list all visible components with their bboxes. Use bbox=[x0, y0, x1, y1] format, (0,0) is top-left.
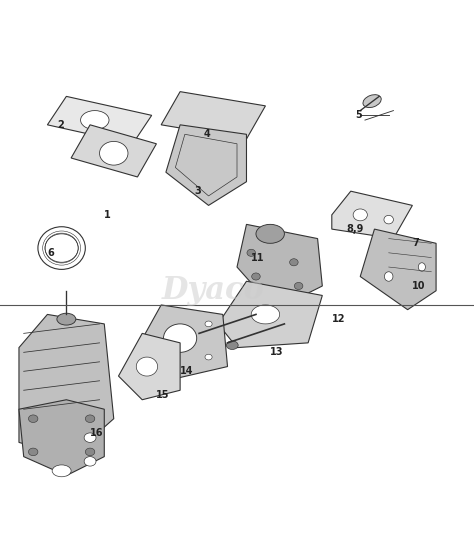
Ellipse shape bbox=[423, 243, 430, 253]
Ellipse shape bbox=[353, 209, 367, 221]
Ellipse shape bbox=[226, 341, 238, 349]
Text: 8,9: 8,9 bbox=[346, 224, 364, 234]
Ellipse shape bbox=[290, 259, 298, 266]
Ellipse shape bbox=[84, 433, 96, 442]
Text: 6: 6 bbox=[47, 248, 54, 258]
Polygon shape bbox=[71, 125, 156, 177]
Ellipse shape bbox=[137, 357, 157, 376]
Text: 4: 4 bbox=[204, 129, 210, 139]
Ellipse shape bbox=[418, 263, 426, 272]
Polygon shape bbox=[161, 92, 265, 139]
Polygon shape bbox=[237, 225, 322, 310]
Ellipse shape bbox=[52, 465, 71, 477]
Polygon shape bbox=[332, 191, 412, 238]
Polygon shape bbox=[360, 229, 436, 310]
Ellipse shape bbox=[28, 415, 38, 422]
Ellipse shape bbox=[384, 215, 393, 224]
Ellipse shape bbox=[384, 272, 393, 281]
Ellipse shape bbox=[57, 313, 76, 325]
Text: 5: 5 bbox=[356, 111, 362, 121]
Ellipse shape bbox=[45, 234, 78, 262]
Ellipse shape bbox=[252, 273, 260, 280]
Ellipse shape bbox=[164, 324, 197, 352]
Ellipse shape bbox=[85, 415, 95, 422]
Ellipse shape bbox=[363, 95, 381, 108]
Ellipse shape bbox=[205, 321, 212, 327]
Polygon shape bbox=[19, 315, 114, 457]
Polygon shape bbox=[118, 333, 180, 400]
Ellipse shape bbox=[251, 305, 280, 324]
Polygon shape bbox=[19, 400, 104, 476]
Ellipse shape bbox=[84, 457, 96, 466]
Text: 16: 16 bbox=[90, 428, 103, 438]
Ellipse shape bbox=[143, 340, 151, 346]
Text: 1: 1 bbox=[104, 210, 111, 220]
Ellipse shape bbox=[28, 448, 38, 456]
Ellipse shape bbox=[85, 448, 95, 456]
Text: 2: 2 bbox=[57, 120, 64, 130]
Text: 11: 11 bbox=[251, 253, 264, 263]
Text: 7: 7 bbox=[412, 238, 419, 248]
Polygon shape bbox=[166, 125, 246, 205]
Ellipse shape bbox=[81, 111, 109, 129]
Ellipse shape bbox=[247, 249, 255, 257]
Ellipse shape bbox=[294, 283, 303, 290]
Text: Dyaco: Dyaco bbox=[162, 275, 265, 306]
Text: 12: 12 bbox=[332, 314, 345, 324]
Text: 14: 14 bbox=[180, 366, 193, 376]
Text: 13: 13 bbox=[270, 347, 283, 357]
Ellipse shape bbox=[205, 354, 212, 360]
Ellipse shape bbox=[199, 332, 209, 340]
Text: 10: 10 bbox=[412, 281, 426, 291]
Text: 15: 15 bbox=[156, 390, 170, 400]
Polygon shape bbox=[47, 96, 152, 144]
Ellipse shape bbox=[256, 225, 284, 243]
Ellipse shape bbox=[100, 142, 128, 165]
Polygon shape bbox=[218, 281, 322, 348]
Polygon shape bbox=[137, 305, 228, 381]
Text: 3: 3 bbox=[194, 186, 201, 196]
Ellipse shape bbox=[148, 364, 155, 369]
